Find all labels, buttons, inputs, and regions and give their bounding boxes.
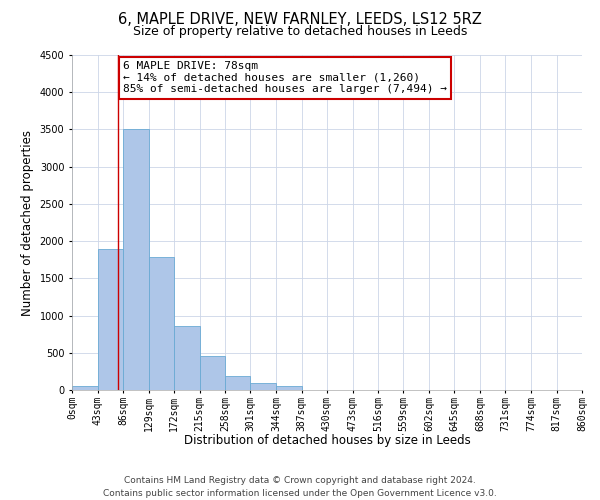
Bar (251, 384, 276, 390)
Bar (199, 356, 225, 390)
Bar (225, 376, 251, 390)
Bar (123, 130, 149, 390)
Bar (149, 258, 174, 390)
Text: 6 MAPLE DRIVE: 78sqm
← 14% of detached houses are smaller (1,260)
85% of semi-de: 6 MAPLE DRIVE: 78sqm ← 14% of detached h… (123, 61, 447, 94)
Bar (174, 326, 199, 390)
Text: Size of property relative to detached houses in Leeds: Size of property relative to detached ho… (133, 25, 467, 38)
Text: Contains HM Land Registry data © Crown copyright and database right 2024.
Contai: Contains HM Land Registry data © Crown c… (103, 476, 497, 498)
Bar (72, 386, 97, 390)
X-axis label: Distribution of detached houses by size in Leeds: Distribution of detached houses by size … (184, 434, 470, 446)
Text: 6, MAPLE DRIVE, NEW FARNLEY, LEEDS, LS12 5RZ: 6, MAPLE DRIVE, NEW FARNLEY, LEEDS, LS12… (118, 12, 482, 28)
Y-axis label: Number of detached properties: Number of detached properties (21, 130, 34, 316)
Bar (97, 248, 123, 390)
Bar (276, 386, 302, 390)
